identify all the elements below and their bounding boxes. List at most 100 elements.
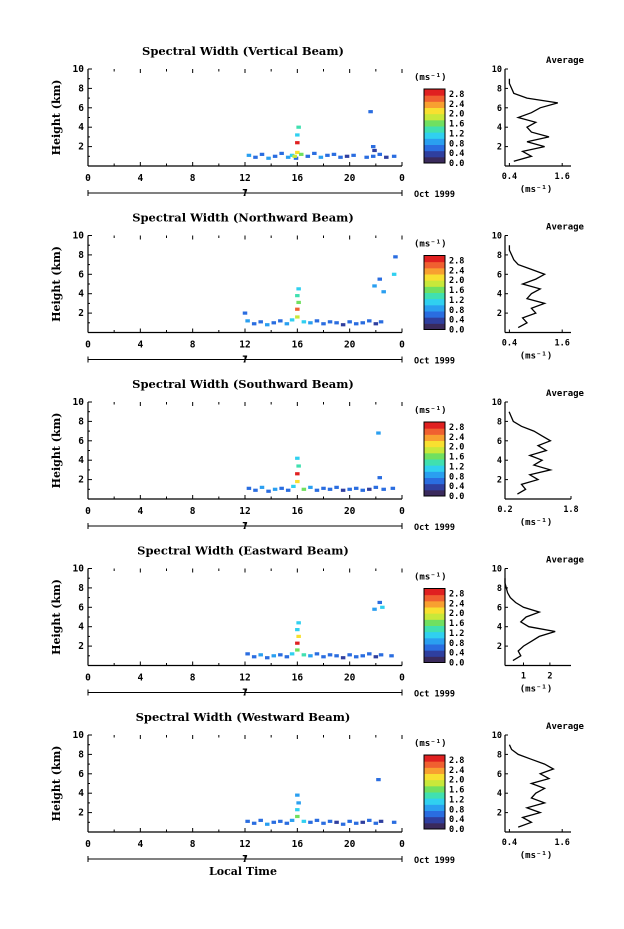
average-units: (ms⁻¹) — [520, 851, 553, 861]
y-tick-label: 10 — [73, 730, 85, 741]
y-tick-label: 2 — [78, 808, 84, 819]
y-tick-label: 6 — [78, 769, 84, 780]
colorbar-segment — [424, 625, 445, 633]
heatmap-cell — [258, 320, 263, 324]
heatmap-cell — [327, 487, 333, 491]
heatmap-cell — [378, 320, 384, 324]
day-label: 7 — [242, 854, 248, 865]
heatmap-cell — [381, 290, 386, 294]
heatmap-cell — [279, 151, 284, 155]
colorbar-frame — [423, 421, 446, 497]
average-x-tick-label: 0.4 — [502, 339, 517, 349]
x-tick-label: 12 — [239, 839, 250, 850]
average-y-tick-label: 6 — [497, 270, 502, 280]
heatmap-cell — [340, 323, 346, 327]
heatmap-cell — [272, 487, 278, 491]
average-x-tick-label: 1.6 — [555, 838, 570, 848]
x-tick-label: 8 — [190, 173, 196, 184]
heatmap-cell — [368, 110, 373, 114]
y-tick-label: 2 — [78, 308, 84, 319]
y-tick-label: 8 — [78, 250, 84, 261]
y-axis-label: Height (km) — [50, 746, 63, 822]
colorbar-tick-label: 2.0 — [449, 110, 464, 120]
average-y-tick-label: 10 — [492, 565, 502, 575]
heatmap-cell — [378, 653, 384, 657]
heatmap-cell — [295, 479, 300, 484]
heatmap-cell — [245, 819, 250, 823]
heatmap-cell — [271, 654, 277, 658]
average-y-tick-label: 6 — [497, 104, 502, 114]
panel-title: Spectral Width (Eastward Beam) — [137, 544, 349, 558]
average-title: Average — [546, 556, 585, 566]
colorbar-tick-label: 2.8 — [449, 90, 464, 100]
heatmap-cell — [295, 808, 300, 812]
heatmap-cell — [367, 319, 372, 323]
colorbar-segment — [424, 607, 445, 614]
heatmap-cell — [258, 653, 263, 657]
heatmap-cell — [353, 486, 359, 490]
colorbar-segment — [424, 779, 445, 787]
heatmap-cell — [289, 318, 295, 322]
heatmap-cell — [284, 821, 290, 825]
heatmap-cell — [321, 655, 326, 659]
colorbar-tick-label: 1.2 — [449, 629, 464, 639]
x-tick-label: 8 — [190, 506, 196, 517]
colorbar-segment — [424, 785, 445, 793]
heatmap-cell — [381, 487, 386, 491]
heatmap-cell — [370, 154, 376, 158]
colorbar-segment — [424, 588, 445, 596]
average-y-tick-label: 4 — [497, 123, 502, 133]
colorbar-segment — [424, 792, 445, 799]
heatmap-cell — [373, 322, 379, 326]
heatmap-cell — [308, 654, 313, 658]
heatmap-cell — [391, 154, 397, 158]
colorbar-segment — [424, 323, 445, 330]
heatmap-cell — [391, 272, 397, 276]
heatmap-cell — [376, 431, 381, 435]
x-tick-label: 20 — [344, 673, 356, 684]
colorbar-tick-label: 0.4 — [449, 649, 464, 659]
colorbar-segment — [424, 656, 445, 663]
average-units: (ms⁻¹) — [520, 185, 553, 195]
heatmap-cell — [271, 820, 277, 824]
average-y-tick-label: 10 — [492, 398, 502, 408]
colorbar: 0.00.40.81.21.62.02.42.8 — [423, 255, 464, 336]
x-tick-label: 20 — [344, 340, 356, 351]
colorbar-tick-label: 0.4 — [449, 482, 464, 492]
colorbar-tick-label: 1.2 — [449, 462, 464, 472]
heatmap-cell — [314, 319, 320, 323]
heatmap-cell — [289, 652, 295, 656]
colorbar-segment — [424, 311, 445, 318]
heatmap-cell — [325, 153, 330, 157]
colorbar-segment — [424, 261, 445, 269]
colorbar-segment — [424, 89, 445, 96]
average-y-tick-label: 2 — [497, 476, 502, 486]
average-y-tick-label: 4 — [497, 456, 502, 466]
day-label: 7 — [242, 521, 248, 532]
heatmap-cells — [245, 778, 397, 826]
heatmap-cell — [301, 819, 307, 823]
x-tick-label: 4 — [137, 173, 143, 184]
heatmap-cell — [347, 819, 352, 823]
colorbar-segment — [424, 440, 445, 448]
x-tick-label: 16 — [292, 173, 304, 184]
heatmap-cell — [353, 322, 359, 326]
heatmap-cell — [291, 484, 296, 488]
heatmap-cell — [305, 154, 311, 158]
average-line — [504, 578, 556, 662]
heatmap-cell — [314, 818, 320, 822]
date-label: Oct 1999 — [414, 690, 455, 700]
colorbar-segment — [424, 816, 445, 824]
heatmap-cell — [334, 654, 339, 658]
heatmap-cell — [253, 155, 258, 159]
heatmap-cell — [253, 488, 258, 492]
colorbar-tick-label: 1.2 — [449, 129, 464, 139]
heatmap-cell — [295, 472, 300, 476]
colorbar-segment — [424, 267, 445, 275]
colorbar-tick-label: 2.8 — [449, 256, 464, 266]
colorbar-segment — [424, 280, 445, 287]
heatmap-cell — [301, 653, 307, 657]
colorbar-tick-label: 0.0 — [449, 825, 464, 835]
average-title: Average — [546, 223, 585, 233]
heatmap-cell — [296, 634, 301, 638]
